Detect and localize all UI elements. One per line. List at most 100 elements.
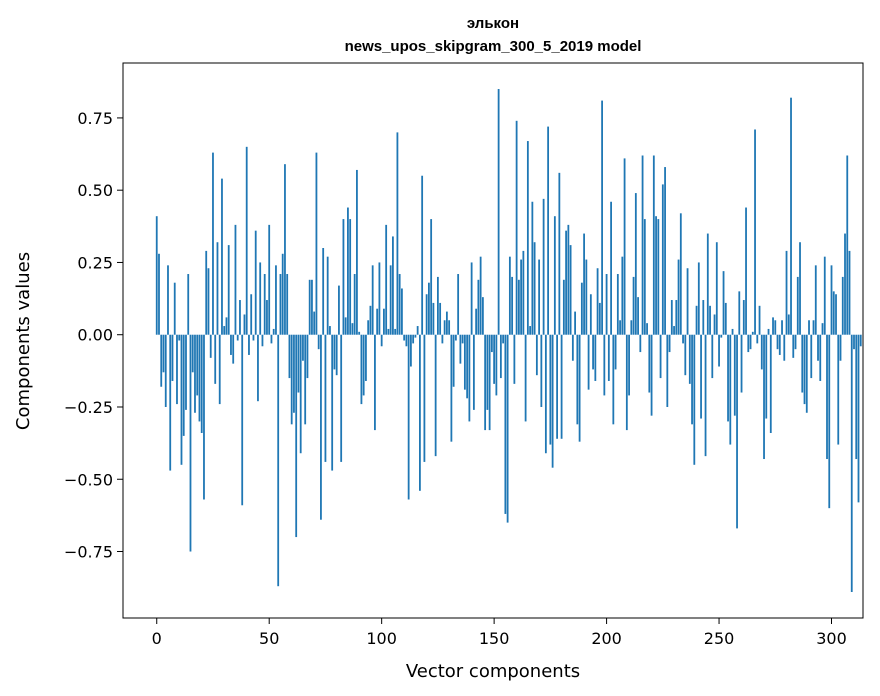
bar (850, 334, 853, 592)
x-tick-label: 150 (479, 629, 510, 648)
bar (342, 219, 345, 335)
bar (450, 334, 453, 442)
bar (385, 224, 388, 335)
bar (250, 294, 253, 335)
bar (855, 334, 858, 460)
bar (180, 334, 183, 465)
bar (394, 328, 397, 335)
bar (295, 334, 298, 538)
bar (272, 328, 275, 335)
bar (841, 276, 844, 335)
bar (544, 334, 547, 454)
bar (425, 294, 428, 335)
bar (504, 334, 507, 514)
bar (704, 334, 707, 457)
bar (650, 334, 653, 416)
bar (801, 334, 804, 393)
x-tick-label: 100 (366, 629, 397, 648)
bar (315, 152, 318, 335)
bar (655, 216, 657, 335)
plot-frame (122, 62, 864, 619)
bar (776, 334, 779, 350)
bar (718, 334, 720, 367)
bar (182, 334, 185, 436)
bar (596, 268, 599, 335)
bar (277, 334, 280, 587)
bar (329, 326, 331, 335)
bar (392, 236, 394, 335)
bar (236, 334, 239, 341)
bar (490, 334, 493, 353)
y-tick-label: 0.00 (77, 326, 113, 345)
bar (410, 334, 412, 367)
bar (724, 302, 727, 335)
bar (682, 334, 684, 344)
bar (302, 334, 304, 361)
bar (268, 224, 271, 335)
bar (434, 334, 437, 457)
bar (569, 245, 572, 335)
bar (463, 334, 466, 390)
bar (783, 334, 786, 361)
bar (529, 326, 532, 335)
bar (517, 279, 520, 335)
bar (576, 334, 579, 425)
bar (648, 334, 651, 393)
bar (664, 167, 666, 335)
bar (380, 334, 383, 347)
bar (403, 334, 406, 341)
x-axis-ticks: 0 50 100 150 200 250 300 (152, 618, 847, 648)
bar (223, 326, 226, 335)
bar (560, 334, 563, 439)
bar (567, 224, 570, 335)
bar (702, 300, 705, 335)
bar (448, 320, 451, 335)
bar (612, 334, 615, 425)
bar (443, 320, 446, 335)
bar (353, 274, 356, 335)
bar (335, 334, 338, 376)
bar (178, 334, 181, 341)
bar (158, 253, 160, 335)
bar (580, 282, 583, 335)
bar (167, 265, 169, 335)
bar (317, 334, 320, 350)
bar (673, 326, 675, 335)
bar (583, 233, 585, 335)
bar (670, 300, 673, 335)
chart-title: элькон (467, 15, 519, 32)
bar (252, 334, 255, 341)
bar (587, 334, 590, 390)
bar (589, 294, 592, 335)
y-tick-label: 0.25 (77, 253, 113, 272)
y-tick-label: 0.75 (77, 109, 113, 128)
bar (688, 334, 691, 384)
bar (729, 334, 732, 445)
bar (239, 300, 241, 335)
bar (432, 302, 435, 335)
bar (454, 334, 457, 341)
bar (661, 184, 664, 335)
bar (657, 219, 660, 335)
bar (828, 334, 831, 509)
bar (207, 268, 210, 335)
bar (756, 334, 759, 344)
bar (513, 334, 516, 384)
y-axis-label: Components values (13, 252, 34, 430)
bar (486, 334, 489, 410)
bar (164, 334, 167, 407)
bar (286, 274, 289, 335)
bar (522, 250, 525, 335)
bar (652, 155, 655, 335)
bar (430, 219, 433, 335)
bar (556, 334, 558, 439)
bar (558, 172, 561, 335)
bar (259, 262, 262, 335)
bar (171, 334, 174, 381)
chart-subtitle: news_upos_skipgram_300_5_2019 model (345, 38, 642, 55)
bar (484, 334, 487, 431)
bar (358, 331, 361, 335)
bar (693, 334, 696, 465)
bar (781, 320, 783, 335)
bar (677, 259, 680, 335)
